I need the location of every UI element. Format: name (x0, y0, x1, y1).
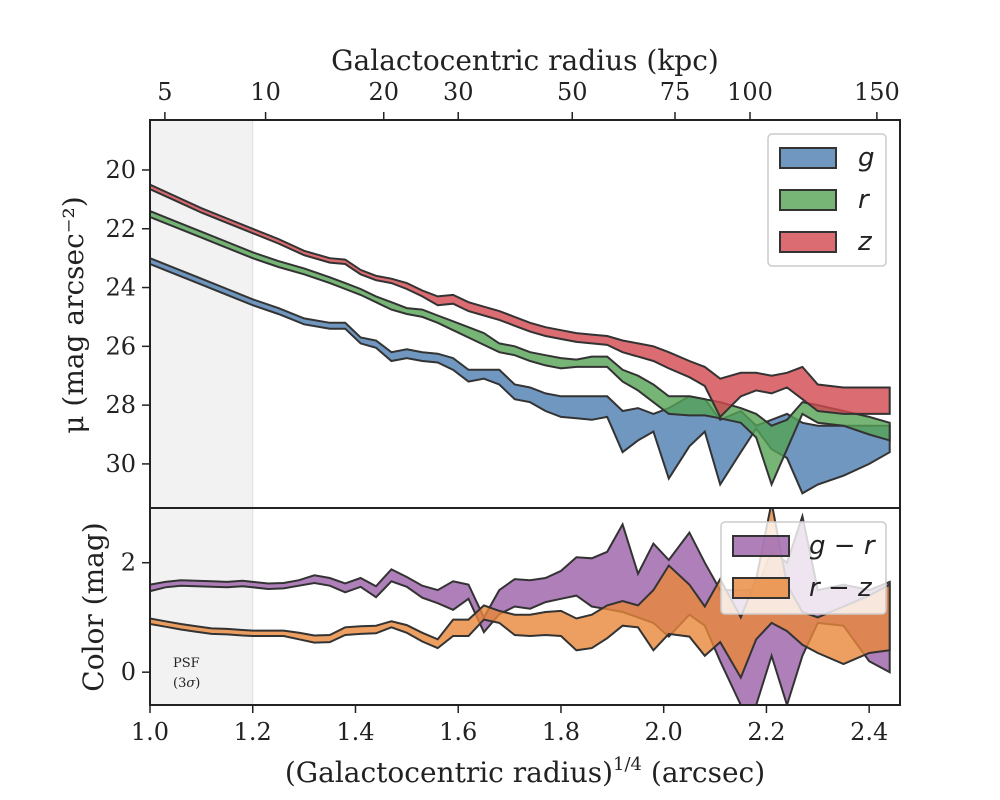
legend-label: z (857, 227, 873, 257)
band-bot-series-1 (150, 508, 891, 680)
x-tick-label: 2.4 (850, 718, 888, 746)
color-plot-frame (149, 507, 901, 706)
x-tick-label: 1.2 (234, 718, 272, 746)
surface-brightness-panel: 20 22 24 26 28 30 5 10 20 30 50 75 100 150 Galactoce… (57, 44, 901, 509)
top-tick-label: 30 (443, 78, 474, 106)
legend-swatch (732, 577, 790, 599)
surface-brightness-legend: grz (767, 133, 887, 267)
y-tick-label: 0 (121, 658, 136, 686)
legend-label: r − z (809, 573, 873, 603)
band-top-series-0 (150, 257, 891, 495)
x-tick-label: 2.2 (747, 718, 785, 746)
x-tick-label: 1.0 (131, 718, 169, 746)
y-tick-label: 26 (105, 332, 136, 360)
legend-swatch (779, 147, 837, 169)
kpc-top-axis-ticks: 5 10 20 30 50 75 100 150 (157, 78, 900, 120)
legend-label: g (858, 143, 875, 173)
color-legend: g − r r − z (720, 521, 887, 615)
y-tick-label: 28 (105, 391, 136, 419)
y-tick-label: 2 (121, 549, 136, 577)
psf-shaded-region-bottom (149, 507, 254, 706)
y-tick-label: 24 (105, 274, 136, 302)
x-tick-label: 2.0 (645, 718, 683, 746)
band-top-series-1 (150, 210, 891, 488)
x-tick-label: 1.8 (542, 718, 580, 746)
band-bot-series-0 (150, 512, 891, 705)
top-tick-label: 5 (157, 78, 172, 106)
surface-brightness-bands (150, 183, 891, 495)
legend-label: g − r (809, 531, 877, 561)
x-axis-title: (Galactocentric radius)1/4 (arcsec) (285, 754, 765, 789)
top-tick-label: 50 (557, 78, 588, 106)
surface-brightness-y-ticks: 20 22 24 26 28 30 (105, 156, 150, 478)
legend-label: r (858, 185, 871, 215)
x-axis-title-main: (Galactocentric radius) (285, 756, 613, 789)
color-y-axis-title: Color (mag) (77, 522, 110, 691)
color-panel: 02 1.0 1.2 1.4 1.6 1.8 2.0 2.2 2.4 Color (mag) … (77, 507, 901, 789)
legend-swatch (732, 535, 790, 557)
top-tick-label: 75 (660, 78, 691, 106)
top-tick-label: 100 (727, 78, 773, 106)
psf-annotation-prefix: (3 (173, 676, 186, 691)
x-axis-ticks: 1.0 1.2 1.4 1.6 1.8 2.0 2.2 2.4 (131, 705, 888, 746)
legend-swatch (779, 231, 837, 253)
y-tick-label: 20 (105, 156, 136, 184)
top-tick-label: 150 (854, 78, 900, 106)
color-bands (150, 508, 891, 705)
y-tick-label: 30 (105, 450, 136, 478)
psf-annotation-sigma-symbol: σ (186, 676, 196, 691)
psf-annotation: PSF (173, 656, 200, 671)
top-tick-label: 20 (368, 78, 399, 106)
legend-swatch (779, 189, 837, 211)
x-tick-label: 1.4 (336, 718, 374, 746)
psf-annotation-sigma: (3σ) (173, 676, 200, 691)
top-axis-title: Galactocentric radius (kpc) (331, 44, 719, 77)
surface-brightness-y-axis-title: μ (mag arcsec⁻²) (57, 196, 90, 433)
x-tick-label: 1.6 (439, 718, 477, 746)
top-tick-label: 10 (250, 78, 281, 106)
psf-annotation-suffix: ) (195, 676, 200, 691)
x-axis-title-unit: (arcsec) (642, 756, 765, 789)
psf-shaded-region-top (149, 119, 254, 509)
x-axis-title-superscript: 1/4 (613, 754, 642, 775)
band-top-series-2 (150, 183, 891, 419)
color-y-ticks: 02 (121, 549, 150, 686)
y-tick-label: 22 (105, 215, 136, 243)
